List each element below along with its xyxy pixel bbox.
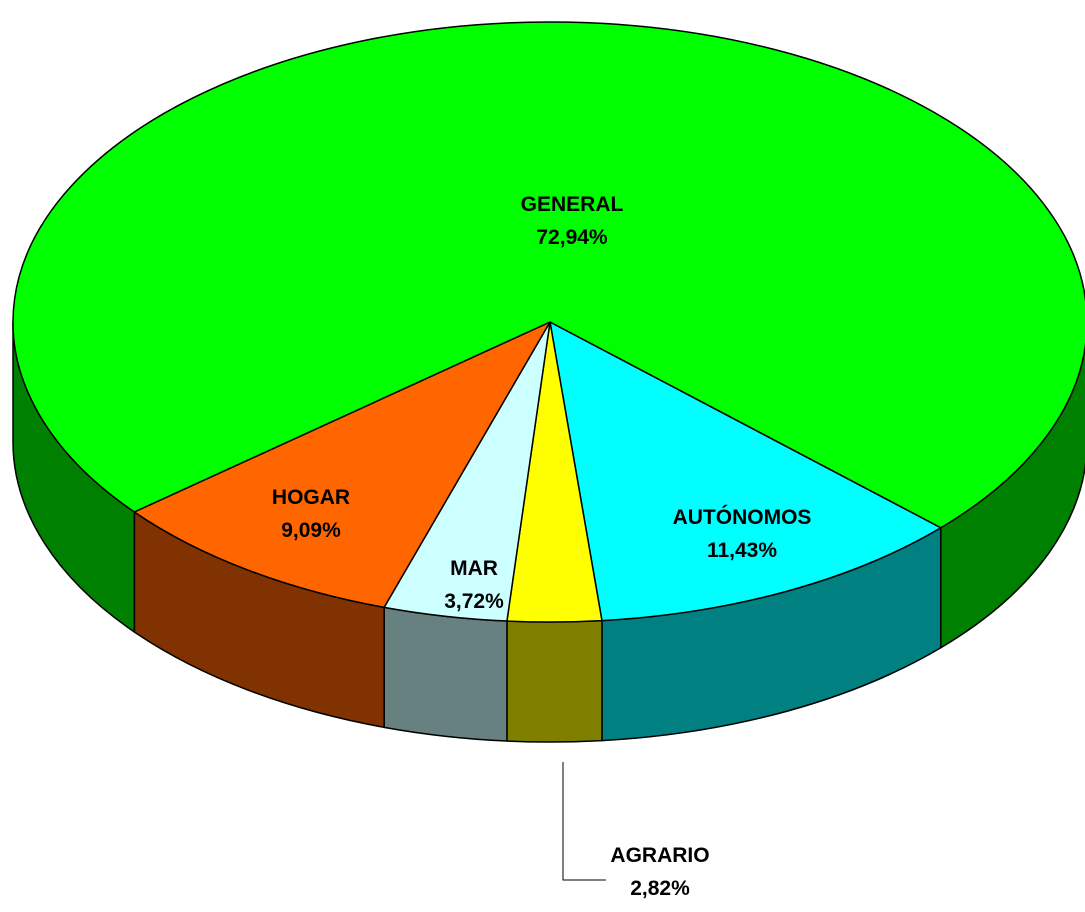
- slice-value-label: 11,43%: [707, 539, 777, 562]
- slice-label: GENERAL: [521, 193, 624, 216]
- slice-label: MAR: [450, 557, 498, 580]
- slice: [12, 21, 1085, 529]
- slice-value-label: 9,09%: [281, 519, 341, 542]
- slice-value-label: 3,72%: [444, 590, 504, 613]
- slice-side: [506, 619, 603, 743]
- slice: [549, 321, 942, 622]
- slice-value-label: 2,82%: [630, 877, 690, 900]
- slice-label: AUTÓNOMOS: [673, 505, 812, 529]
- slice-side: [383, 606, 508, 742]
- leader-line: [562, 762, 606, 881]
- slice-value-label: 72,94%: [536, 226, 608, 249]
- slice: [133, 321, 551, 609]
- slice-label: HOGAR: [272, 486, 350, 509]
- slice-label: AGRARIO: [610, 844, 709, 867]
